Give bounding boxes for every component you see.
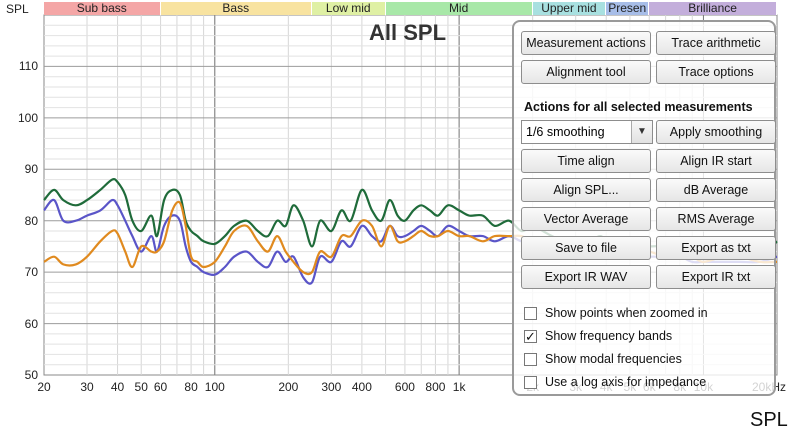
x-tick-label: 40	[110, 380, 125, 394]
show-modal-frequencies-checkbox[interactable]	[524, 353, 537, 366]
x-tick-label: 60	[153, 380, 168, 394]
y-tick-label: 110	[18, 59, 38, 74]
x-tick-label: 300	[321, 380, 342, 394]
frequency-band-bass: Bass	[160, 2, 312, 15]
frequency-band-brilliance: Brilliance	[649, 2, 777, 15]
frequency-bands-bar: Sub bass Bass Low mid Mid Upper mid Presen Bri…	[44, 2, 777, 15]
y-tick-label: 50	[24, 368, 38, 382]
db-average-button[interactable]: dB Average	[656, 178, 776, 202]
panel-heading: Actions for all selected measurements	[524, 100, 753, 114]
x-tick-label: 1k	[452, 380, 466, 394]
x-tick-label: 100	[204, 380, 225, 394]
frequency-band-mid: Mid	[385, 2, 533, 15]
frequency-band-low-mid: Low mid	[312, 2, 386, 15]
vector-average-button[interactable]: Vector Average	[521, 207, 651, 231]
frequency-band-sub-bass: Sub bass	[44, 2, 161, 15]
align-ir-start-button[interactable]: Align IR start	[656, 149, 776, 173]
frequency-band-upper-mid: Upper mid	[532, 2, 607, 15]
y-tick-label: 60	[24, 316, 38, 331]
x-tick-label: 400	[351, 380, 372, 394]
rms-average-button[interactable]: RMS Average	[656, 207, 776, 231]
x-tick-label: 80	[184, 380, 198, 394]
show-points-label: Show points when zoomed in	[545, 306, 708, 320]
save-to-file-button[interactable]: Save to file	[521, 236, 651, 260]
alignment-tool-button[interactable]: Alignment tool	[521, 60, 651, 84]
x-tick-label: 50	[134, 380, 148, 394]
export-as-txt-button[interactable]: Export as txt	[656, 236, 776, 260]
graph-type-label: SPL	[750, 409, 788, 431]
show-points-checkbox[interactable]	[524, 307, 537, 320]
y-tick-label: 90	[24, 162, 38, 177]
y-tick-label: 80	[24, 213, 38, 228]
y-axis-unit: SPL	[6, 2, 29, 16]
x-tick-label: 20	[37, 380, 51, 394]
x-tick-label: 200	[278, 380, 299, 394]
show-frequency-bands-label: Show frequency bands	[545, 329, 673, 343]
x-tick-label: 30	[80, 380, 94, 394]
x-tick-label: 800	[425, 380, 446, 394]
apply-smoothing-button[interactable]: Apply smoothing	[656, 120, 776, 144]
measurement-actions-button[interactable]: Measurement actions	[521, 31, 651, 55]
show-frequency-bands-checkbox[interactable]: ✓	[524, 329, 537, 344]
x-tick-label: 600	[394, 380, 415, 394]
smoothing-select[interactable]: 1/6 smoothing ▼	[521, 120, 653, 144]
chart-title: All SPL	[369, 20, 447, 45]
y-tick-label: 70	[24, 265, 38, 280]
y-tick-label: 100	[17, 110, 38, 125]
show-modal-frequencies-label: Show modal frequencies	[545, 352, 682, 366]
chevron-down-icon[interactable]: ▼	[631, 121, 652, 143]
log-impedance-checkbox[interactable]	[524, 376, 537, 389]
trace-options-button[interactable]: Trace options	[656, 60, 776, 84]
smoothing-value: 1/6 smoothing	[526, 125, 605, 139]
export-ir-txt-button[interactable]: Export IR txt	[656, 265, 776, 289]
trace-arithmetic-button[interactable]: Trace arithmetic	[656, 31, 776, 55]
export-ir-wav-button[interactable]: Export IR WAV	[521, 265, 651, 289]
log-impedance-label: Use a log axis for impedance	[545, 375, 707, 389]
frequency-band-presen: Presen	[606, 2, 650, 15]
align-spl-button[interactable]: Align SPL...	[521, 178, 651, 202]
time-align-button[interactable]: Time align	[521, 149, 651, 173]
actions-panel: Measurement actions Trace arithmetic Ali…	[512, 20, 776, 396]
